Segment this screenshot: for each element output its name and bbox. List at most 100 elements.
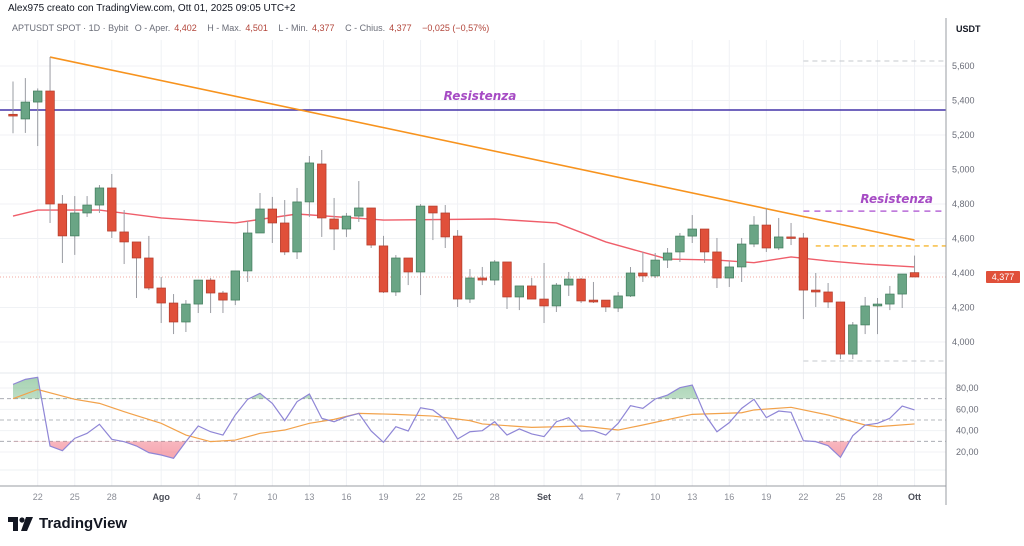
trendline bbox=[49, 56, 915, 241]
candle bbox=[94, 185, 105, 213]
time-tick-label: 13 bbox=[687, 492, 697, 502]
candle bbox=[749, 216, 759, 248]
candle bbox=[835, 301, 846, 360]
tradingview-brand: TradingView bbox=[39, 515, 128, 532]
candle bbox=[823, 283, 833, 309]
candle-body-down bbox=[329, 218, 339, 230]
candle bbox=[909, 255, 920, 278]
moving-average-line bbox=[12, 209, 915, 268]
candle bbox=[341, 212, 352, 237]
candle bbox=[440, 205, 450, 248]
candle bbox=[699, 228, 710, 263]
candle bbox=[156, 276, 166, 324]
candle bbox=[181, 300, 191, 332]
candle-body-up bbox=[564, 278, 574, 286]
price-tick-label: 5,600 bbox=[952, 61, 975, 71]
candle-body-up bbox=[514, 285, 524, 298]
candle bbox=[205, 278, 216, 314]
candle-body-down bbox=[378, 245, 389, 293]
currency-label: USDT bbox=[956, 24, 981, 34]
candle bbox=[774, 217, 784, 251]
candle-body-up bbox=[415, 205, 426, 273]
candle bbox=[193, 279, 203, 314]
candle bbox=[20, 78, 30, 133]
candle-body-up bbox=[687, 228, 697, 237]
candle-body-up bbox=[391, 257, 401, 293]
time-tick-label: 4 bbox=[579, 492, 584, 502]
candle-body-down bbox=[280, 222, 290, 253]
high-label: H - Max. bbox=[207, 23, 242, 33]
candle bbox=[564, 271, 574, 296]
candle-body-down bbox=[601, 299, 611, 308]
candle-body-down bbox=[539, 298, 549, 307]
symbol-legend: APTUSDT SPOT · 1D · Bybit O - Aper. 4,402… bbox=[12, 23, 493, 33]
candle bbox=[650, 252, 660, 279]
candle-body-up bbox=[897, 273, 907, 295]
candle bbox=[403, 257, 413, 286]
time-tick-label: 25 bbox=[453, 492, 463, 502]
candle-body-up bbox=[292, 201, 302, 253]
candle-body-up bbox=[181, 303, 191, 323]
high-value: 4,501 bbox=[245, 23, 268, 33]
candle-body-down bbox=[144, 257, 154, 289]
candle bbox=[82, 196, 92, 217]
candle-body-down bbox=[477, 277, 487, 281]
candle-body-down bbox=[366, 207, 376, 246]
candle-body-up bbox=[20, 101, 30, 120]
candle bbox=[317, 150, 327, 237]
candle bbox=[465, 269, 475, 304]
candle-body-down bbox=[502, 261, 512, 298]
time-tick-label: 16 bbox=[724, 492, 734, 502]
candle bbox=[502, 261, 512, 310]
candle-body-down bbox=[107, 187, 117, 232]
candle bbox=[613, 291, 623, 312]
price-tick-label: 4,400 bbox=[952, 268, 975, 278]
candle bbox=[230, 270, 240, 306]
change-value: −0,025 (−0,57%) bbox=[422, 23, 490, 33]
candle bbox=[428, 205, 438, 241]
candle-body-up bbox=[354, 207, 364, 217]
candle-body-up bbox=[94, 187, 105, 206]
time-tick-label: 19 bbox=[378, 492, 388, 502]
chart-credit: Alex975 creato con TradingView.com, Ott … bbox=[8, 3, 296, 14]
rsi-tick-label: 40,00 bbox=[956, 426, 979, 436]
last-price-label: 4,377 bbox=[992, 272, 1015, 282]
candle-body-down bbox=[57, 203, 68, 237]
time-tick-label: 4 bbox=[196, 492, 201, 502]
resistance-label: Resistenza bbox=[444, 89, 517, 103]
candle-body-down bbox=[317, 163, 327, 219]
candle-body-up bbox=[625, 272, 636, 297]
candle-body-down bbox=[699, 228, 710, 253]
candle-body-down bbox=[131, 241, 142, 259]
candle-body-up bbox=[749, 224, 759, 245]
candle-body-down bbox=[638, 272, 648, 277]
time-tick-label: 28 bbox=[872, 492, 882, 502]
candle-body-down bbox=[267, 208, 277, 224]
time-tick-label: 25 bbox=[835, 492, 845, 502]
candle-body-down bbox=[119, 231, 129, 243]
symbol-name[interactable]: APTUSDT SPOT · 1D · Bybit bbox=[12, 23, 129, 33]
tradingview-logo-icon bbox=[8, 516, 33, 531]
candle bbox=[662, 247, 673, 268]
candle bbox=[280, 200, 290, 256]
candle-body-up bbox=[675, 235, 685, 253]
candle bbox=[625, 266, 636, 297]
candle-body-down bbox=[823, 291, 833, 303]
tradingview-logo[interactable]: TradingView bbox=[8, 515, 127, 532]
candle-body-up bbox=[736, 243, 747, 268]
candle-body-down bbox=[218, 292, 228, 301]
candle bbox=[391, 255, 401, 296]
candle bbox=[168, 294, 179, 335]
price-tick-label: 4,000 bbox=[952, 337, 975, 347]
candle bbox=[539, 262, 549, 324]
time-tick-label: 22 bbox=[416, 492, 426, 502]
time-tick-label: 25 bbox=[70, 492, 80, 502]
candle bbox=[897, 273, 907, 309]
candle bbox=[8, 81, 18, 134]
candle-body-up bbox=[82, 204, 92, 214]
candle-body-down bbox=[403, 257, 413, 273]
rsi-tick-label: 20,00 bbox=[956, 447, 979, 457]
candle-body-up bbox=[193, 279, 203, 305]
rsi-tick-label: 60,00 bbox=[956, 404, 979, 414]
